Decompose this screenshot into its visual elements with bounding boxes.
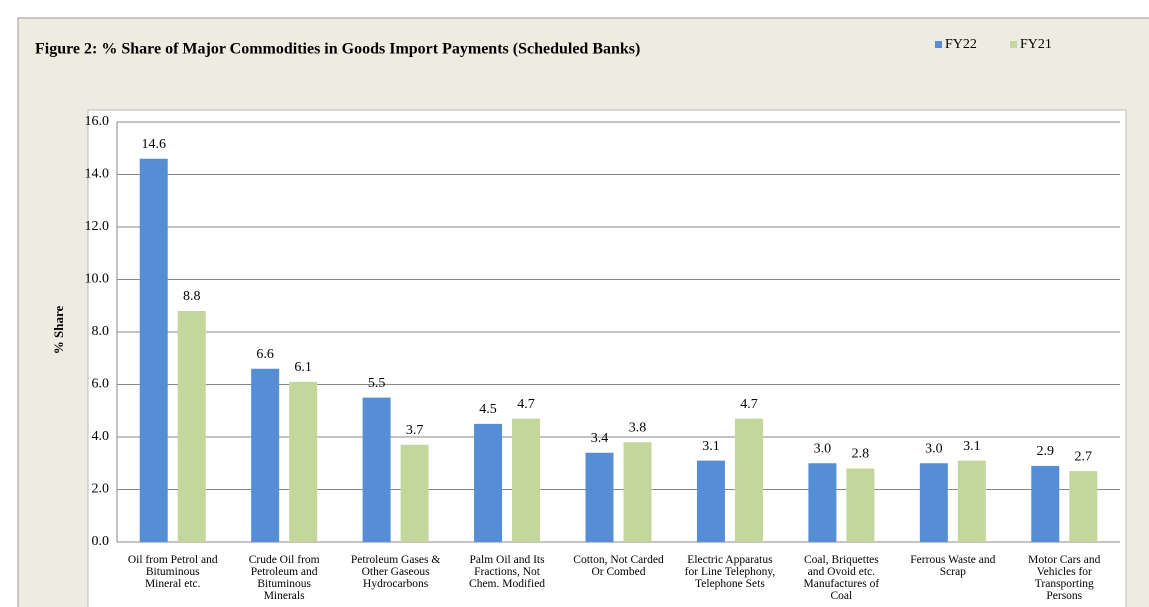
bar bbox=[512, 418, 541, 542]
bar bbox=[919, 463, 948, 542]
bar bbox=[139, 158, 168, 542]
y-tick-label: 12.0 bbox=[85, 219, 110, 234]
data-label: 3.1 bbox=[702, 439, 720, 454]
data-label: 3.1 bbox=[963, 439, 981, 454]
data-label: 8.8 bbox=[183, 289, 201, 304]
data-label: 2.9 bbox=[1037, 444, 1055, 459]
x-tick-label: Petroleum Gases & Other Gaseous Hydrocar… bbox=[350, 554, 441, 590]
bar bbox=[1069, 471, 1098, 542]
legend-swatch bbox=[935, 41, 942, 48]
x-tick-label: Ferrous Waste and Scrap bbox=[910, 554, 996, 578]
bar bbox=[177, 311, 206, 542]
data-label: 4.7 bbox=[740, 397, 758, 412]
bar bbox=[585, 452, 614, 542]
data-label: 6.1 bbox=[294, 360, 312, 375]
legend-label: FY21 bbox=[1020, 37, 1052, 52]
x-tick-label: Coal, Briquettes and Ovoid etc. Manufact… bbox=[803, 554, 880, 602]
bar bbox=[400, 444, 429, 542]
data-label: 14.6 bbox=[141, 137, 166, 152]
bar bbox=[474, 423, 503, 542]
bar bbox=[362, 397, 391, 542]
data-label: 6.6 bbox=[256, 347, 274, 362]
x-tick-label: Electric Apparatus for Line Telephony, T… bbox=[684, 554, 776, 590]
bar bbox=[846, 468, 875, 542]
data-label: 5.5 bbox=[368, 376, 386, 391]
y-tick-label: 8.0 bbox=[92, 324, 110, 339]
bar bbox=[808, 463, 837, 542]
data-label: 3.0 bbox=[814, 441, 832, 456]
data-label: 3.4 bbox=[591, 431, 609, 446]
y-tick-label: 14.0 bbox=[85, 167, 110, 182]
x-tick-label: Crude Oil from Petroleum and Bituminous … bbox=[248, 554, 320, 602]
y-tick-label: 16.0 bbox=[85, 114, 110, 129]
data-label: 3.0 bbox=[925, 441, 943, 456]
data-label: 2.7 bbox=[1075, 449, 1093, 464]
bar bbox=[957, 460, 986, 542]
x-tick-label: Oil from Petrol and Bituminous Mineral e… bbox=[127, 554, 218, 590]
legend-label: FY22 bbox=[945, 37, 977, 52]
x-tick-label: Palm Oil and Its Fractions, Not Chem. Mo… bbox=[469, 554, 546, 590]
bar bbox=[1031, 465, 1060, 542]
x-tick-label: Motor Cars and Vehicles for Transporting… bbox=[1028, 554, 1101, 602]
bar bbox=[696, 460, 725, 542]
bar bbox=[623, 442, 652, 542]
y-tick-label: 2.0 bbox=[92, 482, 110, 497]
data-label: 4.7 bbox=[517, 397, 535, 412]
y-axis-label: % Share bbox=[51, 306, 66, 355]
y-tick-label: 0.0 bbox=[92, 534, 110, 549]
data-label: 3.7 bbox=[406, 423, 424, 438]
data-label: 4.5 bbox=[479, 402, 497, 417]
data-label: 2.8 bbox=[852, 447, 870, 462]
chart-title: Figure 2: % Share of Major Commodities i… bbox=[35, 41, 640, 58]
bar bbox=[734, 418, 763, 542]
legend-swatch bbox=[1010, 41, 1017, 48]
data-label: 3.8 bbox=[629, 420, 647, 435]
x-tick-label: Cotton, Not Carded Or Combed bbox=[573, 554, 664, 578]
bar bbox=[251, 368, 280, 542]
y-tick-label: 4.0 bbox=[92, 429, 110, 444]
bar bbox=[289, 381, 318, 542]
y-tick-label: 10.0 bbox=[85, 272, 110, 287]
y-tick-label: 6.0 bbox=[92, 377, 110, 392]
